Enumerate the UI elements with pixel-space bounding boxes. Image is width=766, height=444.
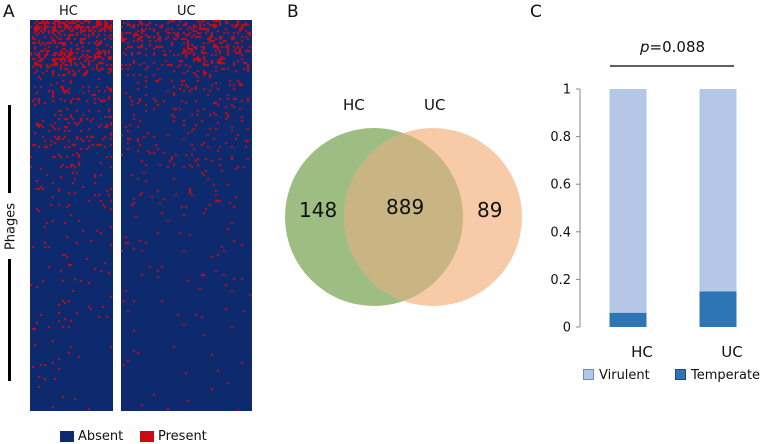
virulent-legend-swatch <box>583 369 594 380</box>
temperate-legend-label: Temperate <box>691 368 761 383</box>
heatmap-hc-label: HC <box>59 4 78 19</box>
temperate-legend-swatch <box>675 369 686 380</box>
present-legend-swatch <box>140 431 154 442</box>
panel-a-letter: A <box>3 2 15 22</box>
pvalue-text: =0.088 <box>649 38 706 56</box>
heatmap-hc <box>30 20 113 411</box>
venn-both-count: 889 <box>386 195 425 219</box>
x-category-label: HC <box>631 343 653 361</box>
x-category-label: UC <box>721 343 742 361</box>
present-legend-label: Present <box>158 429 207 444</box>
venn-hc-only-count: 148 <box>299 198 338 222</box>
panel-c-letter: C <box>530 2 542 22</box>
y-tick-label: 0.4 <box>550 225 571 240</box>
y-tick-label: 0.8 <box>550 130 571 145</box>
virulent-legend-label: Virulent <box>599 368 650 383</box>
y-tick-label: 0.6 <box>550 178 571 193</box>
y-tick-label: 1 <box>563 83 571 98</box>
venn-uc-only-count: 89 <box>477 198 503 222</box>
absent-legend-label: Absent <box>78 429 124 444</box>
y-tick-label: 0 <box>563 321 571 336</box>
heatmap-uc <box>121 20 252 411</box>
pvalue-italic: p <box>640 38 650 56</box>
bar-uc-virulent <box>699 89 737 292</box>
pvalue-label: p=0.088 <box>640 40 705 55</box>
panel-b-letter: B <box>287 2 299 22</box>
chart-legend: Virulent Temperate <box>580 366 766 384</box>
heatmap-uc-label: UC <box>177 4 196 19</box>
absent-legend-swatch <box>60 431 74 442</box>
bar-uc-temperate <box>699 291 737 327</box>
venn-uc-label: UC <box>424 96 446 114</box>
bar-hc-virulent <box>609 89 647 313</box>
bar-hc-temperate <box>609 312 647 327</box>
y-tick-label: 0.2 <box>550 273 571 288</box>
venn-hc-label: HC <box>343 96 365 114</box>
venn-overlap <box>344 128 463 306</box>
